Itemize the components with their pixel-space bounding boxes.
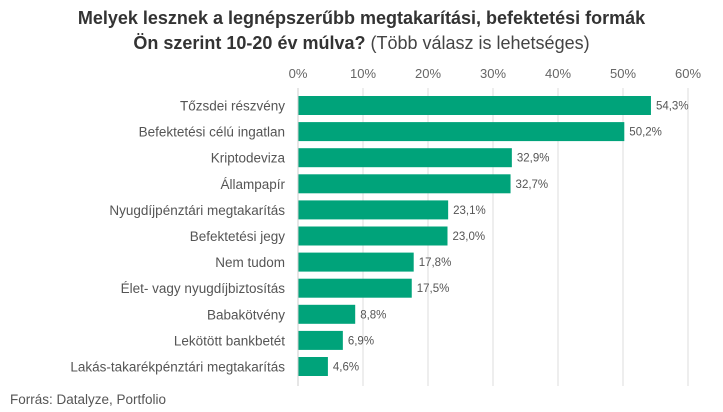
bar	[298, 304, 356, 324]
bar	[298, 96, 651, 115]
bar	[298, 122, 625, 142]
data-label: 17,8%	[419, 257, 452, 269]
data-label: 8,8%	[360, 309, 386, 321]
category-label: Befektetési célú ingatlan	[139, 125, 285, 140]
category-label: Állampapír	[220, 177, 285, 192]
chart-title-line2-note: (Több válasz is lehetséges)	[365, 33, 590, 53]
category-label: Lakás-takarékpénztári megtakarítás	[70, 360, 285, 375]
bar	[298, 148, 512, 168]
x-tick-label: 0%	[289, 66, 308, 81]
chart-title-line1: Melyek lesznek a legnépszerűbb megtakarí…	[77, 8, 646, 28]
data-label: 50,2%	[629, 127, 662, 139]
data-label: 17,5%	[417, 283, 450, 295]
category-label: Lekötött bankbetét	[174, 333, 285, 348]
bar	[298, 200, 449, 220]
chart-title: Melyek lesznek a legnépszerűbb megtakarí…	[0, 6, 723, 56]
data-label: 32,7%	[516, 179, 549, 191]
category-label: Nem tudom	[215, 255, 285, 270]
bar	[298, 330, 343, 350]
data-label: 6,9%	[348, 335, 374, 347]
data-label: 23,1%	[453, 205, 486, 217]
bar	[298, 357, 328, 376]
chart-title-line2-bold: Ön szerint 10-20 év múlva?	[133, 33, 366, 53]
category-label: Befektetési jegy	[190, 229, 286, 244]
data-label: 23,0%	[453, 231, 486, 243]
category-label: Nyugdíjpénztári megtakarítás	[109, 203, 285, 218]
x-tick-label: 40%	[545, 66, 571, 81]
bar	[298, 174, 511, 194]
bar	[298, 226, 448, 246]
data-label: 32,9%	[517, 153, 550, 165]
category-label: Élet- vagy nyugdíjbiztosítás	[121, 281, 286, 296]
bar	[298, 278, 412, 298]
x-tick-label: 50%	[610, 66, 636, 81]
x-tick-label: 30%	[480, 66, 506, 81]
data-label: 54,3%	[656, 101, 689, 113]
data-label: 4,6%	[333, 362, 359, 374]
chart-title-line2: Ön szerint 10-20 év múlva? (Több válasz …	[0, 31, 723, 56]
bar	[298, 252, 414, 272]
x-tick-label: 10%	[350, 66, 376, 81]
source-note: Forrás: Datalyze, Portfolio	[10, 392, 167, 407]
category-label: Babakötvény	[207, 307, 285, 322]
x-tick-label: 20%	[415, 66, 441, 81]
x-tick-label: 60%	[675, 66, 701, 81]
category-label: Kriptodeviza	[211, 151, 286, 166]
category-label: Tőzsdei részvény	[180, 99, 285, 114]
